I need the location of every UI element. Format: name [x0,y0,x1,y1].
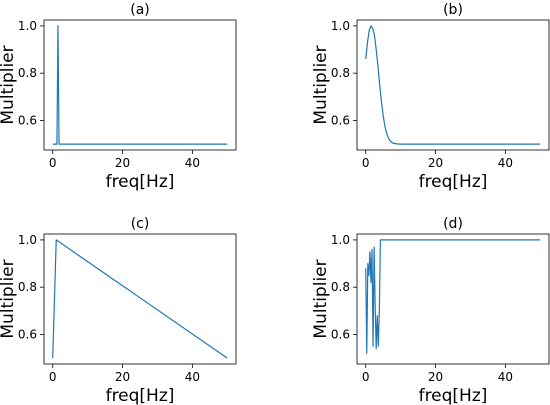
plot-frame [43,233,237,365]
x-tick-label: 40 [185,156,200,170]
series-line-4-1 [365,239,541,354]
series-line-1-1 [52,25,228,145]
y-axis-label: Multiplier [0,45,18,124]
y-tick-label: 0.6 [18,327,37,341]
y-axis-label: Multiplier [311,45,331,124]
y-tick-label: 0.8 [18,280,37,294]
plot-frame [356,19,550,151]
x-axis-label: freq[Hz] [106,386,175,405]
y-axis-label: Multiplier [0,259,18,338]
subplot-2: 0 20 40 0.6 0.8 1.0 (b) freq[Hz] Multiplier [311,2,550,192]
x-tick-label: 40 [498,370,513,384]
series-line-2-1 [365,25,541,145]
y-tick-label: 0.8 [18,66,37,80]
plot-frame [356,233,550,365]
y-tick-label: 1.0 [18,19,37,33]
y-tick-label: 0.8 [331,66,350,80]
subplot-1: 0 20 40 0.6 0.8 1.0 (a) freq[Hz] Multiplier [0,2,237,192]
x-tick-label: 20 [428,156,443,170]
subplot-title: (b) [443,2,463,18]
y-tick-label: 1.0 [331,19,350,33]
y-tick-label: 0.6 [18,113,37,127]
x-axis-label: freq[Hz] [419,386,488,405]
subplot-title: (a) [130,2,150,18]
y-tick-label: 0.6 [331,327,350,341]
series-line-3-1 [52,239,228,359]
x-tick-label: 20 [115,370,130,384]
y-tick-label: 1.0 [18,233,37,247]
subplot-3: 0 20 40 0.6 0.8 1.0 (c) freq[Hz] Multiplier [0,216,237,405]
plot-frame [43,19,237,151]
x-tick-label: 0 [49,156,57,170]
x-tick-label: 40 [185,370,200,384]
x-axis-label: freq[Hz] [106,172,175,192]
x-tick-label: 20 [428,370,443,384]
y-tick-label: 0.6 [331,113,350,127]
y-axis-label: Multiplier [311,259,331,338]
y-tick-label: 0.8 [331,280,350,294]
x-axis-label: freq[Hz] [419,172,488,192]
subplot-4: 0 20 40 0.6 0.8 1.0 (d) freq[Hz] Multiplier [311,216,550,405]
x-tick-label: 20 [115,156,130,170]
y-tick-label: 1.0 [331,233,350,247]
x-tick-label: 0 [49,370,57,384]
x-tick-label: 0 [362,156,370,170]
x-tick-label: 40 [498,156,513,170]
subplot-title: (c) [131,216,150,232]
subplot-title: (d) [443,216,463,232]
x-tick-label: 0 [362,370,370,384]
